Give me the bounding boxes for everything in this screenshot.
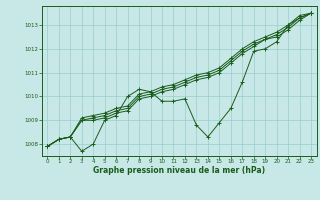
X-axis label: Graphe pression niveau de la mer (hPa): Graphe pression niveau de la mer (hPa) — [93, 166, 265, 175]
